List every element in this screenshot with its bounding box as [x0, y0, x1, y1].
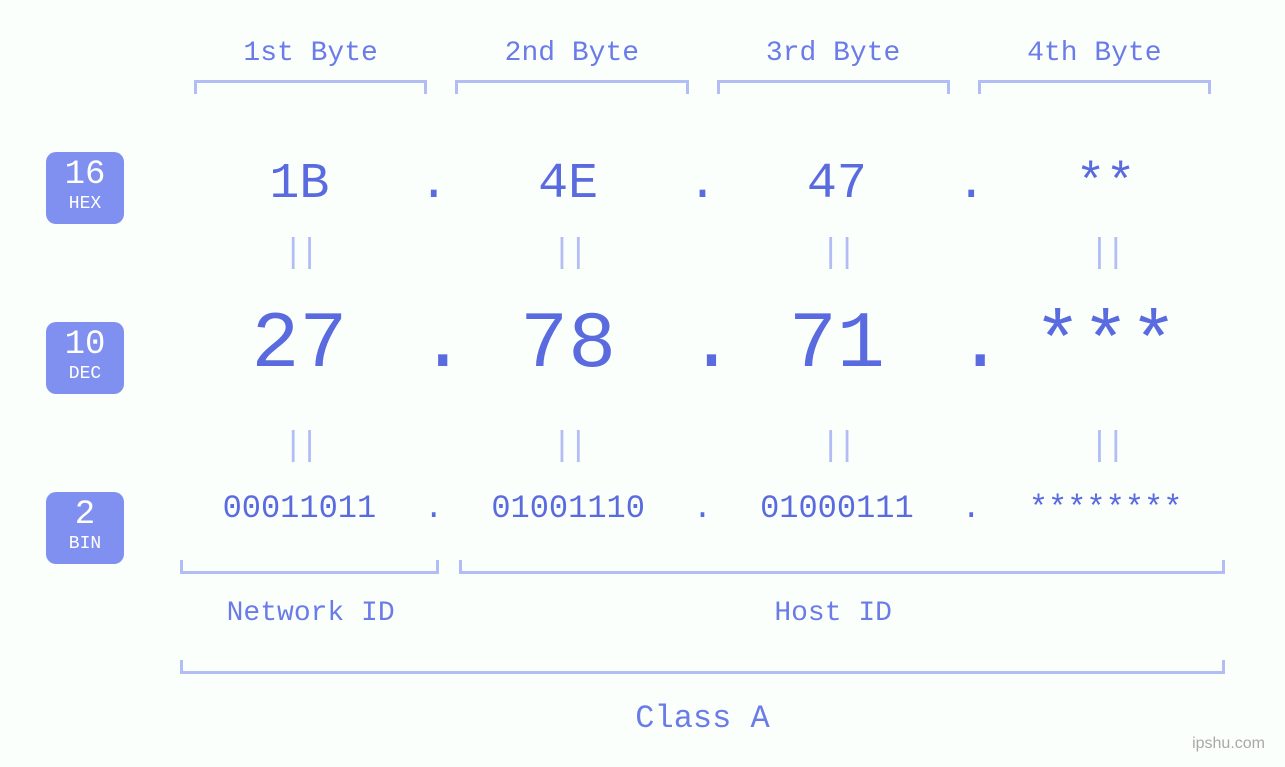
badge-bin-num: 2	[46, 498, 124, 532]
hex-byte-4: **	[986, 156, 1225, 213]
eq-2-2: ||	[449, 428, 688, 466]
badge-bin: 2 BIN	[46, 492, 124, 564]
label-class: Class A	[180, 700, 1225, 737]
hex-dot-1: .	[419, 156, 449, 213]
dec-dot-2: .	[688, 300, 718, 391]
class-bracket-row	[180, 660, 1225, 676]
dec-dot-3: .	[956, 300, 986, 391]
byte-header-4: 4th Byte	[964, 38, 1225, 69]
hex-byte-2: 4E	[449, 156, 688, 213]
bin-byte-1: 00011011	[180, 490, 419, 527]
bin-row: 00011011 . 01001110 . 01000111 . *******…	[180, 490, 1225, 527]
badge-dec: 10 DEC	[46, 322, 124, 394]
hex-byte-1: 1B	[180, 156, 419, 213]
hex-row: 1B . 4E . 47 . **	[180, 156, 1225, 213]
dec-byte-4: ***	[986, 300, 1225, 391]
dec-dot-1: .	[419, 300, 449, 391]
eq-1-3: ||	[718, 235, 957, 273]
bin-byte-4: ********	[986, 490, 1225, 527]
bin-byte-2: 01001110	[449, 490, 688, 527]
label-network-id: Network ID	[180, 598, 441, 629]
bin-dot-3: .	[956, 490, 986, 527]
badge-hex-label: HEX	[46, 194, 124, 216]
dec-row: 27 . 78 . 71 . ***	[180, 300, 1225, 391]
eq-2-1: ||	[180, 428, 419, 466]
bracket-byte-1	[194, 80, 427, 94]
equals-row-1: || || || ||	[180, 235, 1225, 273]
bracket-class	[180, 660, 1225, 674]
badge-hex-num: 16	[46, 158, 124, 192]
eq-2-4: ||	[986, 428, 1225, 466]
byte-header-2: 2nd Byte	[441, 38, 702, 69]
hex-dot-2: .	[688, 156, 718, 213]
byte-headers-row: 1st Byte 2nd Byte 3rd Byte 4th Byte	[180, 38, 1225, 69]
badge-hex: 16 HEX	[46, 152, 124, 224]
bracket-byte-3	[717, 80, 950, 94]
badge-dec-num: 10	[46, 328, 124, 362]
dec-byte-3: 71	[718, 300, 957, 391]
watermark: ipshu.com	[1192, 735, 1265, 753]
ip-diagram: 1st Byte 2nd Byte 3rd Byte 4th Byte 16 H…	[0, 0, 1285, 767]
bracket-byte-2	[455, 80, 688, 94]
byte-header-1: 1st Byte	[180, 38, 441, 69]
byte-brackets-row	[180, 80, 1225, 100]
byte-header-3: 3rd Byte	[703, 38, 964, 69]
hex-dot-3: .	[956, 156, 986, 213]
bin-dot-2: .	[688, 490, 718, 527]
class-label-row: Class A	[180, 700, 1225, 737]
bracket-network-id	[180, 560, 439, 574]
id-brackets	[180, 560, 1225, 576]
bracket-host-id	[459, 560, 1225, 574]
dec-byte-2: 78	[449, 300, 688, 391]
eq-1-2: ||	[449, 235, 688, 273]
label-host-id: Host ID	[441, 598, 1225, 629]
bracket-byte-4	[978, 80, 1211, 94]
equals-row-2: || || || ||	[180, 428, 1225, 466]
eq-1-4: ||	[986, 235, 1225, 273]
hex-byte-3: 47	[718, 156, 957, 213]
id-labels: Network ID Host ID	[180, 598, 1225, 629]
dec-byte-1: 27	[180, 300, 419, 391]
badge-bin-label: BIN	[46, 534, 124, 556]
badge-dec-label: DEC	[46, 364, 124, 386]
bin-byte-3: 01000111	[718, 490, 957, 527]
eq-1-1: ||	[180, 235, 419, 273]
bin-dot-1: .	[419, 490, 449, 527]
eq-2-3: ||	[718, 428, 957, 466]
